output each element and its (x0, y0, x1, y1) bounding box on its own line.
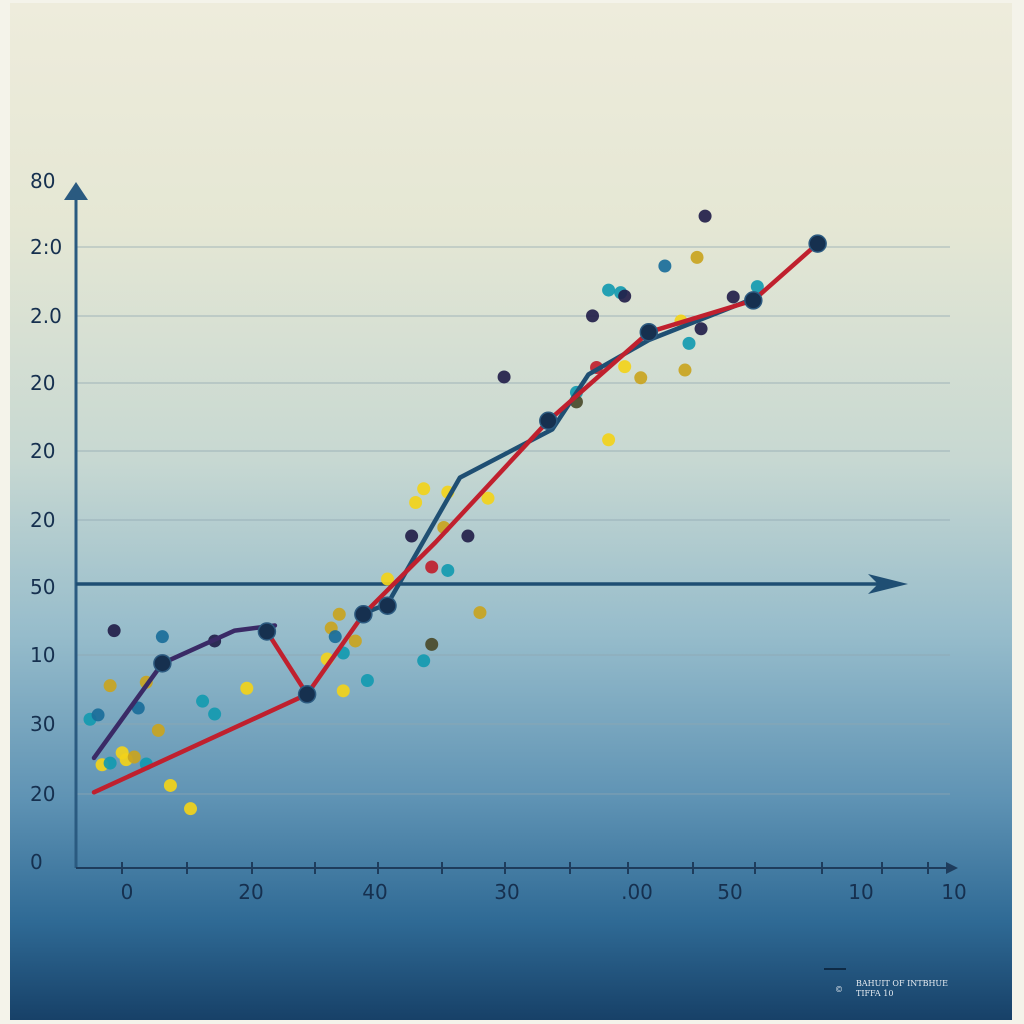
scatter-point-teal (208, 707, 222, 721)
scatter-point-navy (694, 322, 708, 336)
x-tick-label: .00 (621, 880, 653, 904)
series-markers (153, 234, 827, 704)
scatter-point-blue (155, 630, 169, 644)
scatter-point-teal (602, 283, 616, 297)
scatter-point-yellow (240, 681, 254, 695)
credit-line-1: BAHUIT OF INTBHUE (856, 979, 948, 988)
credit-symbol: © (835, 985, 843, 994)
scatter-point-teal (682, 336, 696, 350)
series-marker (354, 605, 373, 624)
scatter-point-yellow (481, 491, 495, 505)
scatter-point-yellow (618, 360, 632, 374)
scatter-point-navy (497, 370, 511, 384)
y-tick-label: 10 (30, 643, 55, 667)
series-marker (153, 654, 172, 673)
x-tick-label: 50 (717, 880, 742, 904)
series-marker (378, 596, 397, 615)
y-tick-labels: 80 2:0 2.0 20 20 20 50 10 30 20 0 (30, 169, 62, 874)
scatter-point-navy (618, 289, 632, 303)
scatter-point-gold (103, 679, 117, 693)
scatter-point-olive (425, 637, 439, 651)
x-axis-arrow (946, 862, 958, 874)
scatter-point-teal (196, 694, 210, 708)
scatter-point-yellow (602, 433, 616, 447)
y-tick-label: 2:0 (30, 235, 62, 259)
x-tick-label: 0 (121, 880, 134, 904)
x-tick-label: 40 (362, 880, 387, 904)
axes (64, 182, 958, 874)
series-marker (808, 234, 827, 253)
scatter-point-yellow (163, 778, 177, 792)
scatter-point-gold (348, 634, 362, 648)
y-axis-arrow (64, 182, 88, 200)
y-tick-label: 20 (30, 439, 55, 463)
frame-edge-top (0, 0, 1024, 3)
scatter-point-navy (698, 209, 712, 223)
scatter-point-blue (658, 259, 672, 273)
reference-arrow-head (868, 574, 908, 594)
scatter-point-gold (332, 607, 346, 621)
series-line-2 (91, 241, 820, 795)
x-tick-label: 20 (238, 880, 263, 904)
frame-edge-bottom (0, 1020, 1024, 1024)
scatter-point-gold (634, 371, 648, 385)
y-tick-label: 20 (30, 782, 55, 806)
scatter-point-gold (473, 606, 487, 620)
scatter-point-navy (405, 529, 419, 543)
series-line-0 (91, 623, 278, 761)
series-marker (744, 291, 763, 310)
scatter-point-yellow (184, 802, 198, 816)
x-tick-labels: 0 20 40 30 .00 50 10 10 (121, 880, 967, 904)
scatter-point-blue (91, 708, 105, 722)
scatter-point-yellow (381, 572, 394, 586)
y-tick-label: 30 (30, 712, 55, 736)
x-tick-label: 10 (941, 880, 966, 904)
scatter-point-gold (678, 363, 692, 377)
scatter-point-navy (726, 290, 740, 304)
series-lines (91, 241, 820, 795)
scatter-point-gold (151, 723, 165, 737)
scatter-point-teal (441, 563, 455, 577)
y-tick-label: 20 (30, 508, 55, 532)
series-marker (297, 685, 317, 704)
y-tick-label: 0 (30, 850, 43, 874)
frame-edge-left (0, 0, 10, 1024)
credit-mark: © BAHUIT OF INTBHUE TIFFA 10 (824, 968, 948, 998)
y-tick-label: 50 (30, 575, 55, 599)
scatter-point-teal (360, 674, 374, 688)
gridlines (76, 246, 950, 795)
x-tick-marks (121, 862, 929, 874)
series-marker (639, 322, 659, 342)
scatter-point-gold (690, 250, 704, 264)
scatter-points (83, 209, 764, 816)
scatter-point-yellow (409, 496, 423, 509)
scatter-point-navy (586, 309, 600, 323)
scatter-point-yellow (336, 684, 350, 698)
scatter-point-teal (750, 280, 764, 294)
scatter-point-yellow (417, 482, 431, 496)
scatter-point-teal (417, 654, 431, 668)
series-line-3 (264, 629, 310, 697)
y-tick-label: 20 (30, 371, 55, 395)
frame-edge-right (1012, 0, 1024, 1024)
scatter-point-red (425, 560, 439, 574)
x-tick-label: 30 (494, 880, 519, 904)
y-tick-label: 80 (30, 169, 55, 193)
series-marker (257, 622, 277, 641)
scatter-point-blue (328, 630, 342, 644)
scatter-point-navy (461, 529, 475, 543)
credit-line-2: TIFFA 10 (856, 989, 893, 998)
scatter-point-gold (127, 750, 141, 764)
scatter-point-navy (107, 624, 121, 638)
scatter-point-teal (103, 756, 117, 770)
x-tick-label: 10 (848, 880, 873, 904)
series-marker (539, 411, 558, 431)
y-tick-label: 2.0 (30, 304, 62, 328)
